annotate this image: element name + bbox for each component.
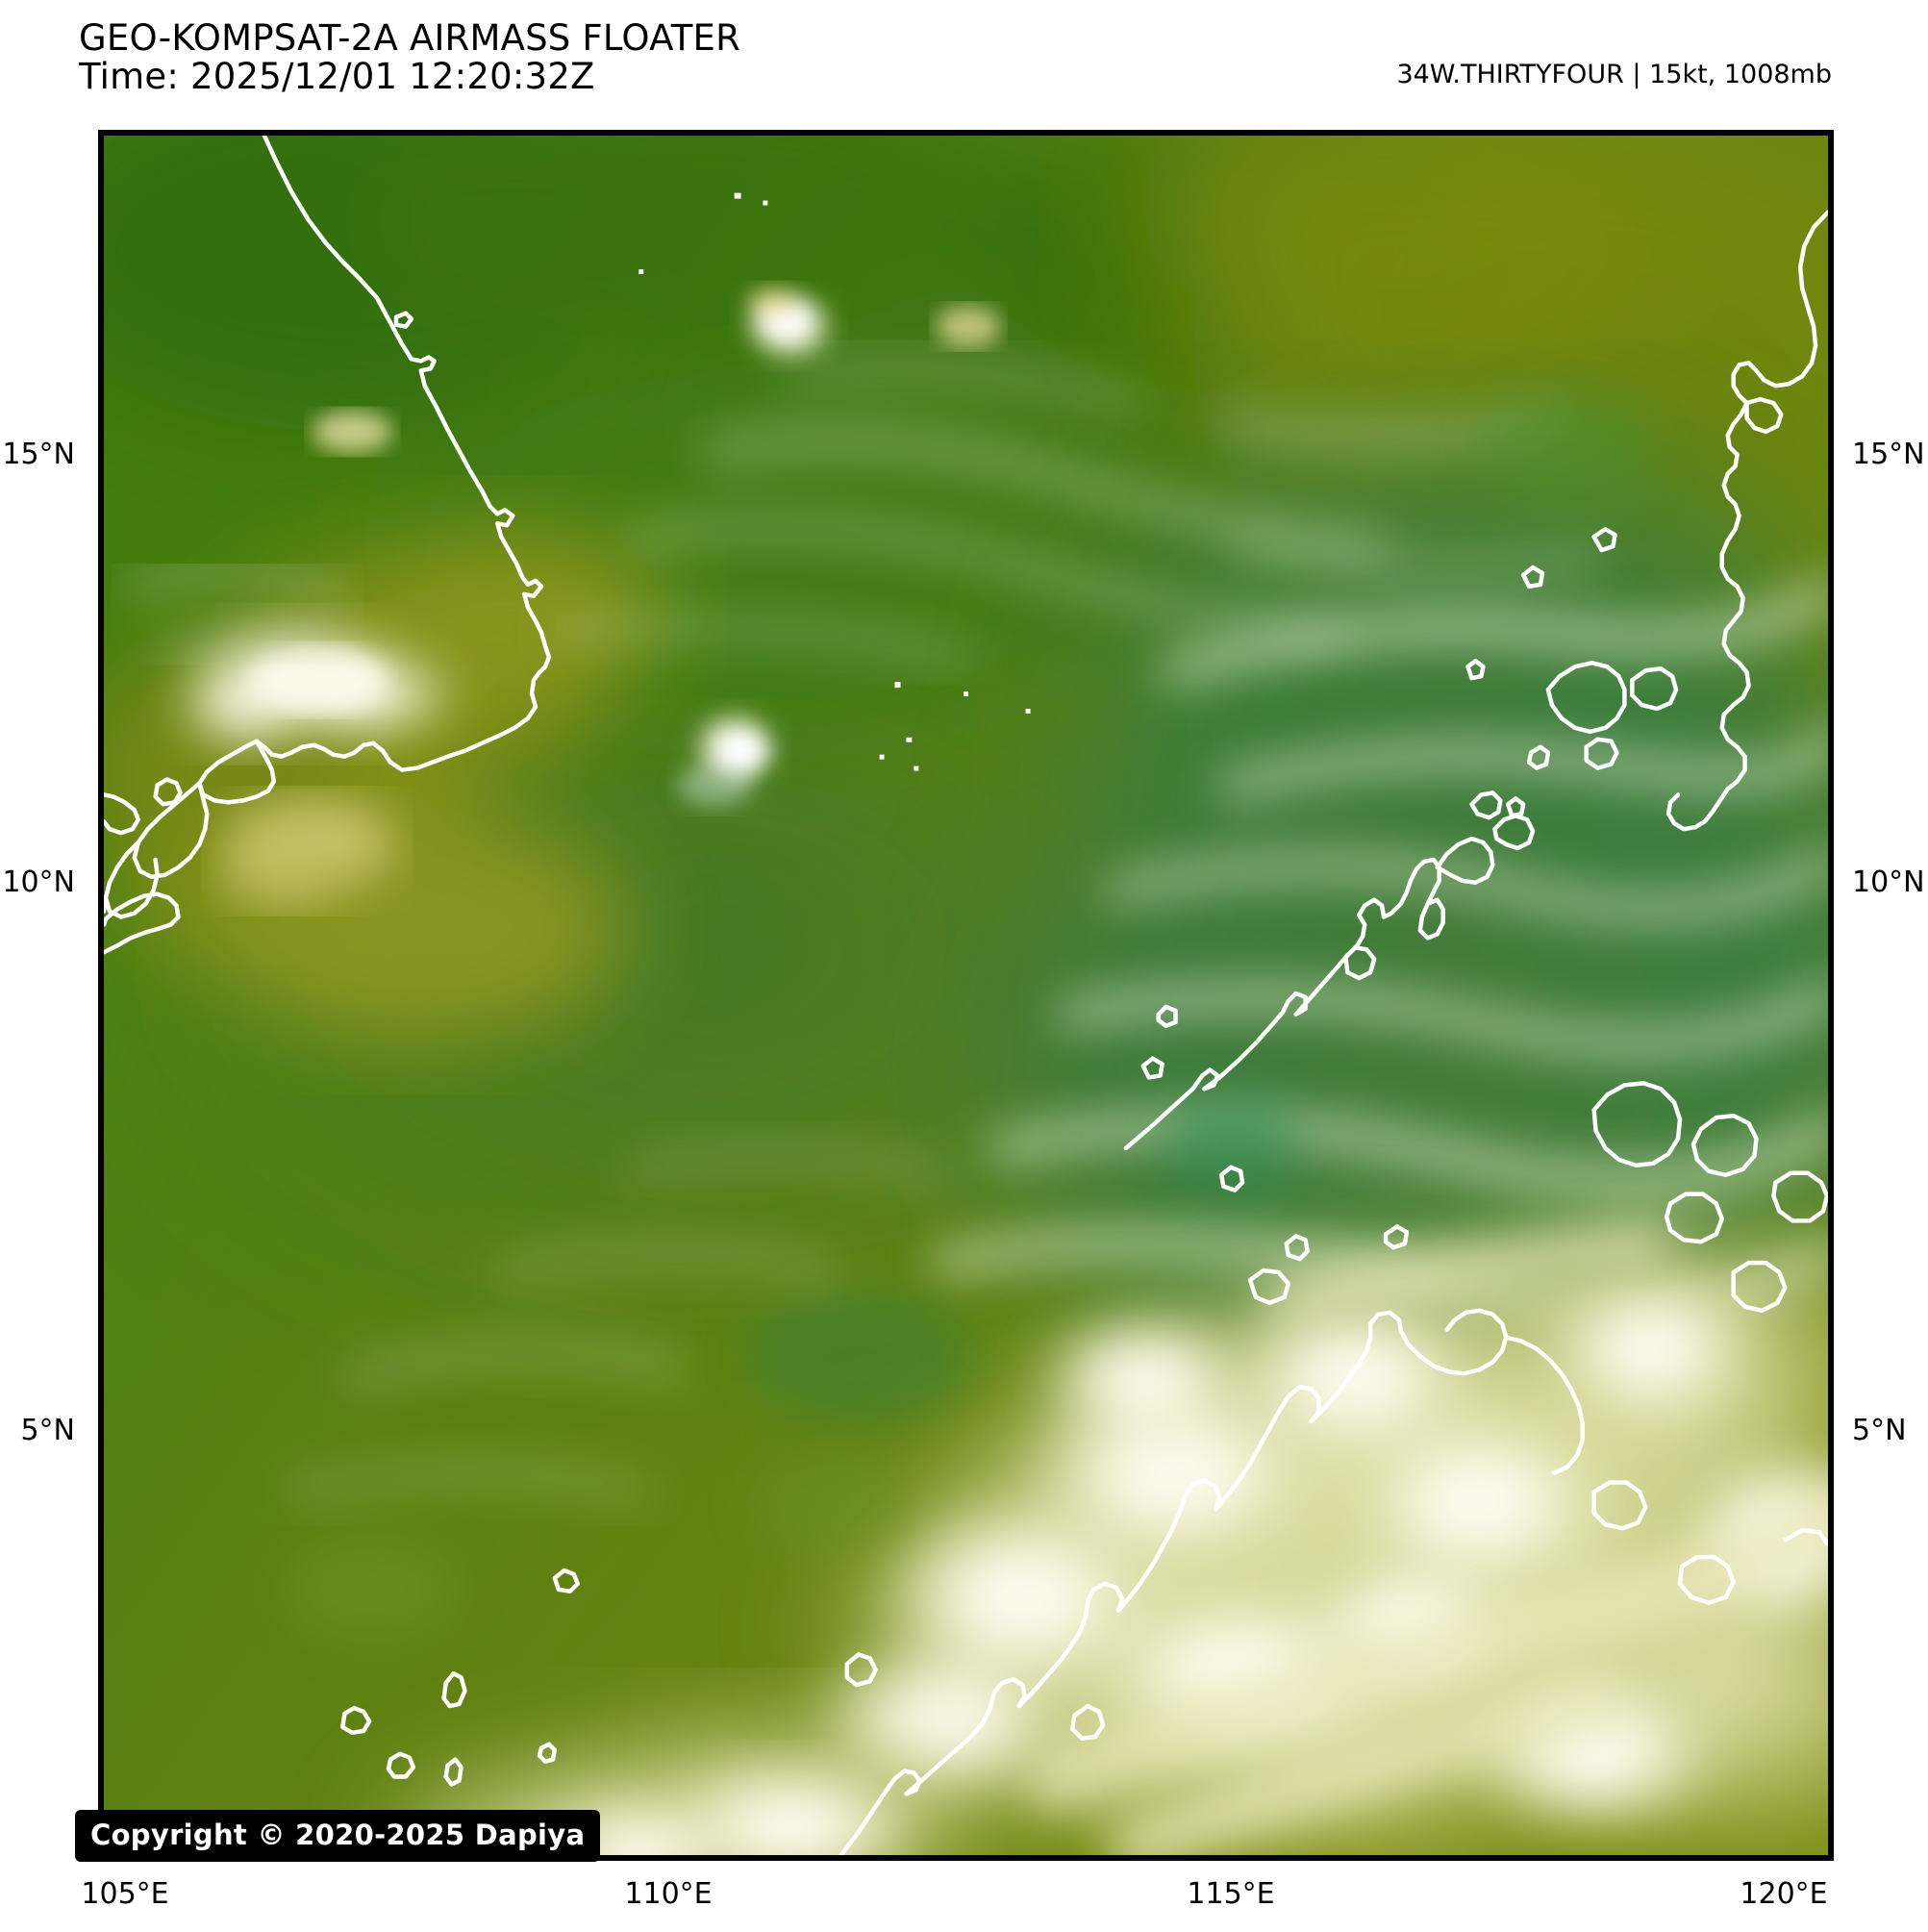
timestamp-label: Time: 2025/12/01 12:20:32Z (79, 56, 595, 97)
satellite-image-plot[interactable] (98, 130, 1834, 1861)
lat-tick-left-10n: 10°N (2, 866, 75, 899)
coastline-overlay (104, 136, 1828, 1855)
lon-tick-105e: 105°E (81, 1877, 169, 1911)
storm-info-label: 34W.THIRTYFOUR | 15kt, 1008mb (1396, 60, 1832, 89)
lat-tick-left-15n: 15°N (2, 438, 75, 471)
airmass-rgb-imagery (104, 136, 1828, 1855)
lat-tick-right-10n: 10°N (1852, 866, 1925, 899)
lon-tick-115e: 115°E (1187, 1877, 1275, 1911)
lat-tick-left-5n: 5°N (20, 1414, 75, 1447)
page-title: GEO-KOMPSAT-2A AIRMASS FLOATER (79, 17, 741, 59)
copyright-banner: Copyright © 2020-2025 Dapiya (75, 1810, 601, 1862)
lat-tick-right-15n: 15°N (1852, 438, 1925, 471)
lon-tick-110e: 110°E (624, 1877, 713, 1911)
lon-tick-120e: 120°E (1740, 1877, 1828, 1911)
lat-tick-right-5n: 5°N (1852, 1414, 1907, 1447)
